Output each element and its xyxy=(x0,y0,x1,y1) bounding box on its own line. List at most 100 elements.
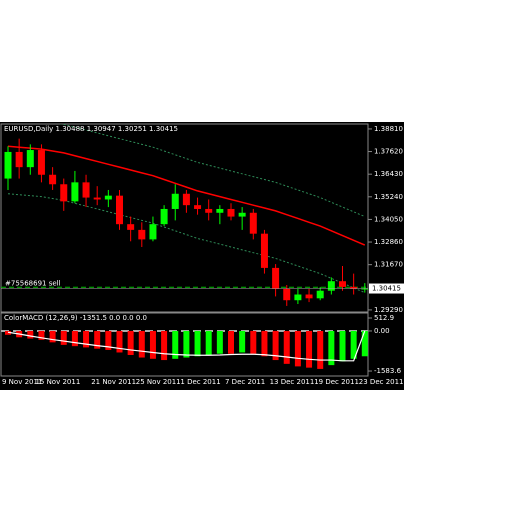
candle-body xyxy=(160,208,168,225)
candle-body xyxy=(93,197,101,200)
candle-body xyxy=(82,182,90,198)
histogram-bar xyxy=(194,330,201,357)
candle-body xyxy=(37,150,45,175)
histogram-bar xyxy=(216,330,223,354)
candle-body xyxy=(283,288,291,301)
histogram-bar xyxy=(306,330,313,368)
histogram-bar xyxy=(127,330,134,355)
candle-body xyxy=(339,281,346,287)
x-tick-label: 19 Dec 2011 xyxy=(314,378,359,386)
histogram-bar xyxy=(138,330,145,358)
histogram-bar xyxy=(328,330,335,366)
candle-body xyxy=(104,195,112,200)
histogram-bar xyxy=(38,330,45,340)
histogram-bar xyxy=(294,330,301,367)
price-panel-frame xyxy=(0,123,369,313)
x-tick-label: 13 Dec 2011 xyxy=(270,378,315,386)
x-tick-label: 21 Nov 2011 xyxy=(91,378,136,386)
x-tick-label: 1 Dec 2011 xyxy=(180,378,220,386)
candle-body xyxy=(71,182,79,202)
candle-body xyxy=(26,150,34,168)
candle-body xyxy=(205,208,213,213)
histogram-bar xyxy=(239,330,246,353)
candle-body xyxy=(361,288,368,290)
candle-body xyxy=(305,294,313,299)
histogram-bar xyxy=(5,330,11,335)
indicator-line xyxy=(58,124,365,218)
y-tick-label: 512.9 xyxy=(374,314,394,322)
x-tick-label: 15 Nov 2011 xyxy=(35,378,80,386)
candle-body xyxy=(182,193,190,206)
indicator-line xyxy=(7,145,366,246)
candle-body xyxy=(4,151,12,179)
candle-body xyxy=(138,229,146,240)
candle-body xyxy=(116,195,123,225)
candle-body xyxy=(49,174,57,185)
histogram-bar xyxy=(183,330,190,358)
indicator-line xyxy=(7,193,365,294)
histogram-bar xyxy=(149,330,156,359)
x-tick-label: 25 Nov 2011 xyxy=(136,378,181,386)
y-tick-label: -1583.6 xyxy=(374,367,402,375)
histogram-bar xyxy=(350,330,357,359)
order-label: #75568691 sell xyxy=(5,279,61,287)
histogram-bar xyxy=(339,330,346,362)
histogram-bar xyxy=(228,330,234,354)
y-tick-label: 1.34050 xyxy=(374,215,403,223)
candle-body xyxy=(60,184,68,202)
candle-body xyxy=(15,151,23,168)
candle-body xyxy=(227,208,235,217)
chart-background xyxy=(0,122,404,390)
histogram-bar xyxy=(317,330,324,369)
candle-body xyxy=(127,224,135,230)
y-tick-label: 1.32860 xyxy=(374,238,403,246)
candle-body xyxy=(249,212,257,234)
x-tick-label: 7 Dec 2011 xyxy=(225,378,265,386)
candle-body xyxy=(316,290,324,299)
x-tick-label: 9 Nov 2011 xyxy=(2,378,42,386)
y-tick-label: 1.35240 xyxy=(374,193,403,201)
histogram-bar xyxy=(250,330,257,354)
histogram-bar xyxy=(261,330,268,357)
candle-body xyxy=(350,286,358,289)
candle-body xyxy=(260,233,268,268)
candle-body xyxy=(272,267,280,289)
signal-line xyxy=(7,330,366,362)
candle-body xyxy=(171,193,179,209)
histogram-bar xyxy=(71,330,78,347)
histogram-bar xyxy=(361,330,368,357)
price-plot xyxy=(1,124,368,306)
y-tick-label: 1.38810 xyxy=(374,125,403,133)
chart-title: EURUSD,Daily 1.30488 1.30947 1.30251 1.3… xyxy=(4,125,178,133)
y-tick-label: 1.37620 xyxy=(374,148,403,156)
macd-title: ColorMACD (12,26,9) -1351.5 0.0 0.0 0.0 xyxy=(4,314,147,322)
y-tick-label: 1.36430 xyxy=(374,170,403,178)
candle-body xyxy=(238,212,246,217)
histogram-bar xyxy=(272,330,279,361)
histogram-bar xyxy=(116,330,123,353)
histogram-bar xyxy=(205,330,212,355)
histogram-bar xyxy=(83,330,90,348)
candle-body xyxy=(194,205,202,209)
histogram-bar xyxy=(172,330,179,359)
y-tick-label: 0.00 xyxy=(374,327,390,335)
histogram-bar xyxy=(94,330,101,349)
price-box xyxy=(369,283,404,294)
macd-panel-frame xyxy=(0,312,369,377)
x-tick-label: 23 Dec 2011 xyxy=(359,378,404,386)
candle-body xyxy=(327,281,335,291)
histogram-bar xyxy=(283,330,290,364)
histogram-bar xyxy=(27,330,34,339)
y-tick-label: 1.31670 xyxy=(374,261,403,269)
histogram-bar xyxy=(161,330,168,361)
candle-body xyxy=(294,294,302,301)
macd-plot xyxy=(1,329,368,369)
y-tick-label: 1.29290 xyxy=(374,306,403,314)
histogram-bar xyxy=(60,330,67,345)
candle-body xyxy=(149,224,157,240)
price-box-label: 1.30415 xyxy=(372,285,401,293)
histogram-bar xyxy=(105,330,112,350)
candle-body xyxy=(216,208,224,213)
